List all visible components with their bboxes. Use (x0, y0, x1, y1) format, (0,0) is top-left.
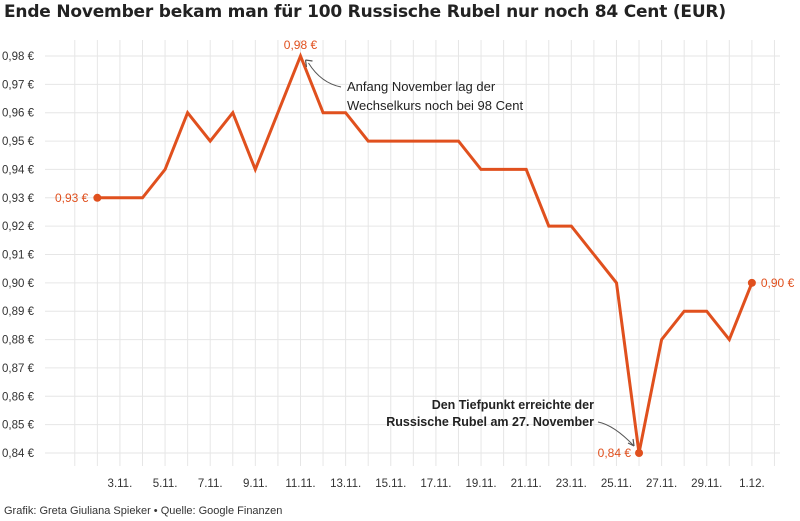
footer-credits: Grafik: Greta Giuliana Spieker • Quelle:… (4, 505, 282, 517)
line-chart: 0,84 € 0,85 € 0,86 € 0,87 € 0,88 € 0,89 € 0,90… (2, 38, 795, 490)
x-tick-label: 11.11. (285, 478, 315, 490)
y-tick-label: 0,98 € (2, 51, 35, 63)
x-tick-label: 27.11. (646, 478, 677, 490)
y-tick-label: 0,92 € (2, 221, 35, 233)
x-tick-label: 21.11. (511, 478, 542, 490)
point-marker (93, 193, 102, 202)
annotations: Anfang November lag der Wechselkurs noch … (304, 59, 635, 447)
footer-separator: • (153, 505, 158, 517)
x-tick-label: 19.11. (465, 478, 496, 490)
y-tick-label: 0,90 € (2, 278, 35, 290)
x-tick-label: 25.11. (601, 478, 632, 490)
x-tick-label: 1.12. (739, 478, 765, 490)
y-tick-label: 0,93 € (2, 193, 35, 205)
x-tick-label: 29.11. (691, 478, 722, 490)
x-tick-label: 7.11. (198, 478, 223, 490)
x-tick-label: 3.11. (108, 478, 133, 490)
exchange-rate-line (97, 51, 754, 454)
vertical-gridlines (74, 40, 775, 466)
point-marker (747, 278, 756, 287)
point-value-label: 0,84 € (598, 446, 632, 460)
annotation-trough-arrowhead (627, 438, 635, 447)
y-tick-label: 0,96 € (2, 108, 35, 120)
horizontal-gridlines (45, 55, 780, 454)
annotation-trough-text: Russische Rubel am 27. November (386, 415, 594, 429)
x-tick-label: 15.11. (375, 478, 406, 490)
y-tick-label: 0,87 € (2, 363, 35, 375)
y-tick-label: 0,95 € (2, 136, 35, 148)
y-tick-label: 0,85 € (2, 420, 35, 432)
x-tick-label: 13.11. (330, 478, 361, 490)
x-tick-label: 9.11. (243, 478, 268, 490)
point-value-label: 0,98 € (284, 38, 318, 52)
y-tick-label: 0,91 € (2, 250, 35, 262)
x-axis-tick-labels: 3.11. 5.11. 7.11. 9.11. 11.11. 13.11. 15.11. 17… (108, 478, 765, 490)
y-axis-tick-labels: 0,84 € 0,85 € 0,86 € 0,87 € 0,88 € 0,89 € 0,90… (2, 51, 35, 460)
x-tick-label: 17.11. (420, 478, 451, 490)
annotation-trough-arrow (597, 421, 635, 447)
annotation-trough-text: Den Tiefpunkt erreichte der (432, 398, 594, 412)
y-tick-label: 0,86 € (2, 391, 35, 403)
series-layer (97, 51, 754, 454)
annotation-peak-arrow (308, 62, 342, 88)
source-credit: Quelle: Google Finanzen (160, 505, 283, 517)
chart-title: Ende November bekam man für 100 Russisch… (4, 2, 726, 22)
y-tick-label: 0,84 € (2, 448, 35, 460)
point-markers: 0,93 € 0,98 € 0,84 € 0,90 € (55, 38, 795, 460)
y-tick-label: 0,89 € (2, 306, 35, 318)
annotation-peak-arrowhead (304, 59, 313, 68)
y-tick-label: 0,94 € (2, 164, 35, 176)
point-value-label: 0,90 € (761, 276, 795, 290)
author-credit: Grafik: Greta Giuliana Spieker (4, 505, 151, 517)
annotation-peak-text: Anfang November lag der (347, 79, 496, 94)
point-marker (635, 449, 644, 457)
point-value-label: 0,93 € (55, 191, 89, 205)
annotation-peak-text: Wechselkurs noch bei 98 Cent (347, 98, 523, 113)
x-tick-label: 5.11. (153, 478, 178, 490)
y-tick-label: 0,97 € (2, 79, 35, 91)
y-tick-label: 0,88 € (2, 335, 35, 347)
x-tick-label: 23.11. (556, 478, 587, 490)
